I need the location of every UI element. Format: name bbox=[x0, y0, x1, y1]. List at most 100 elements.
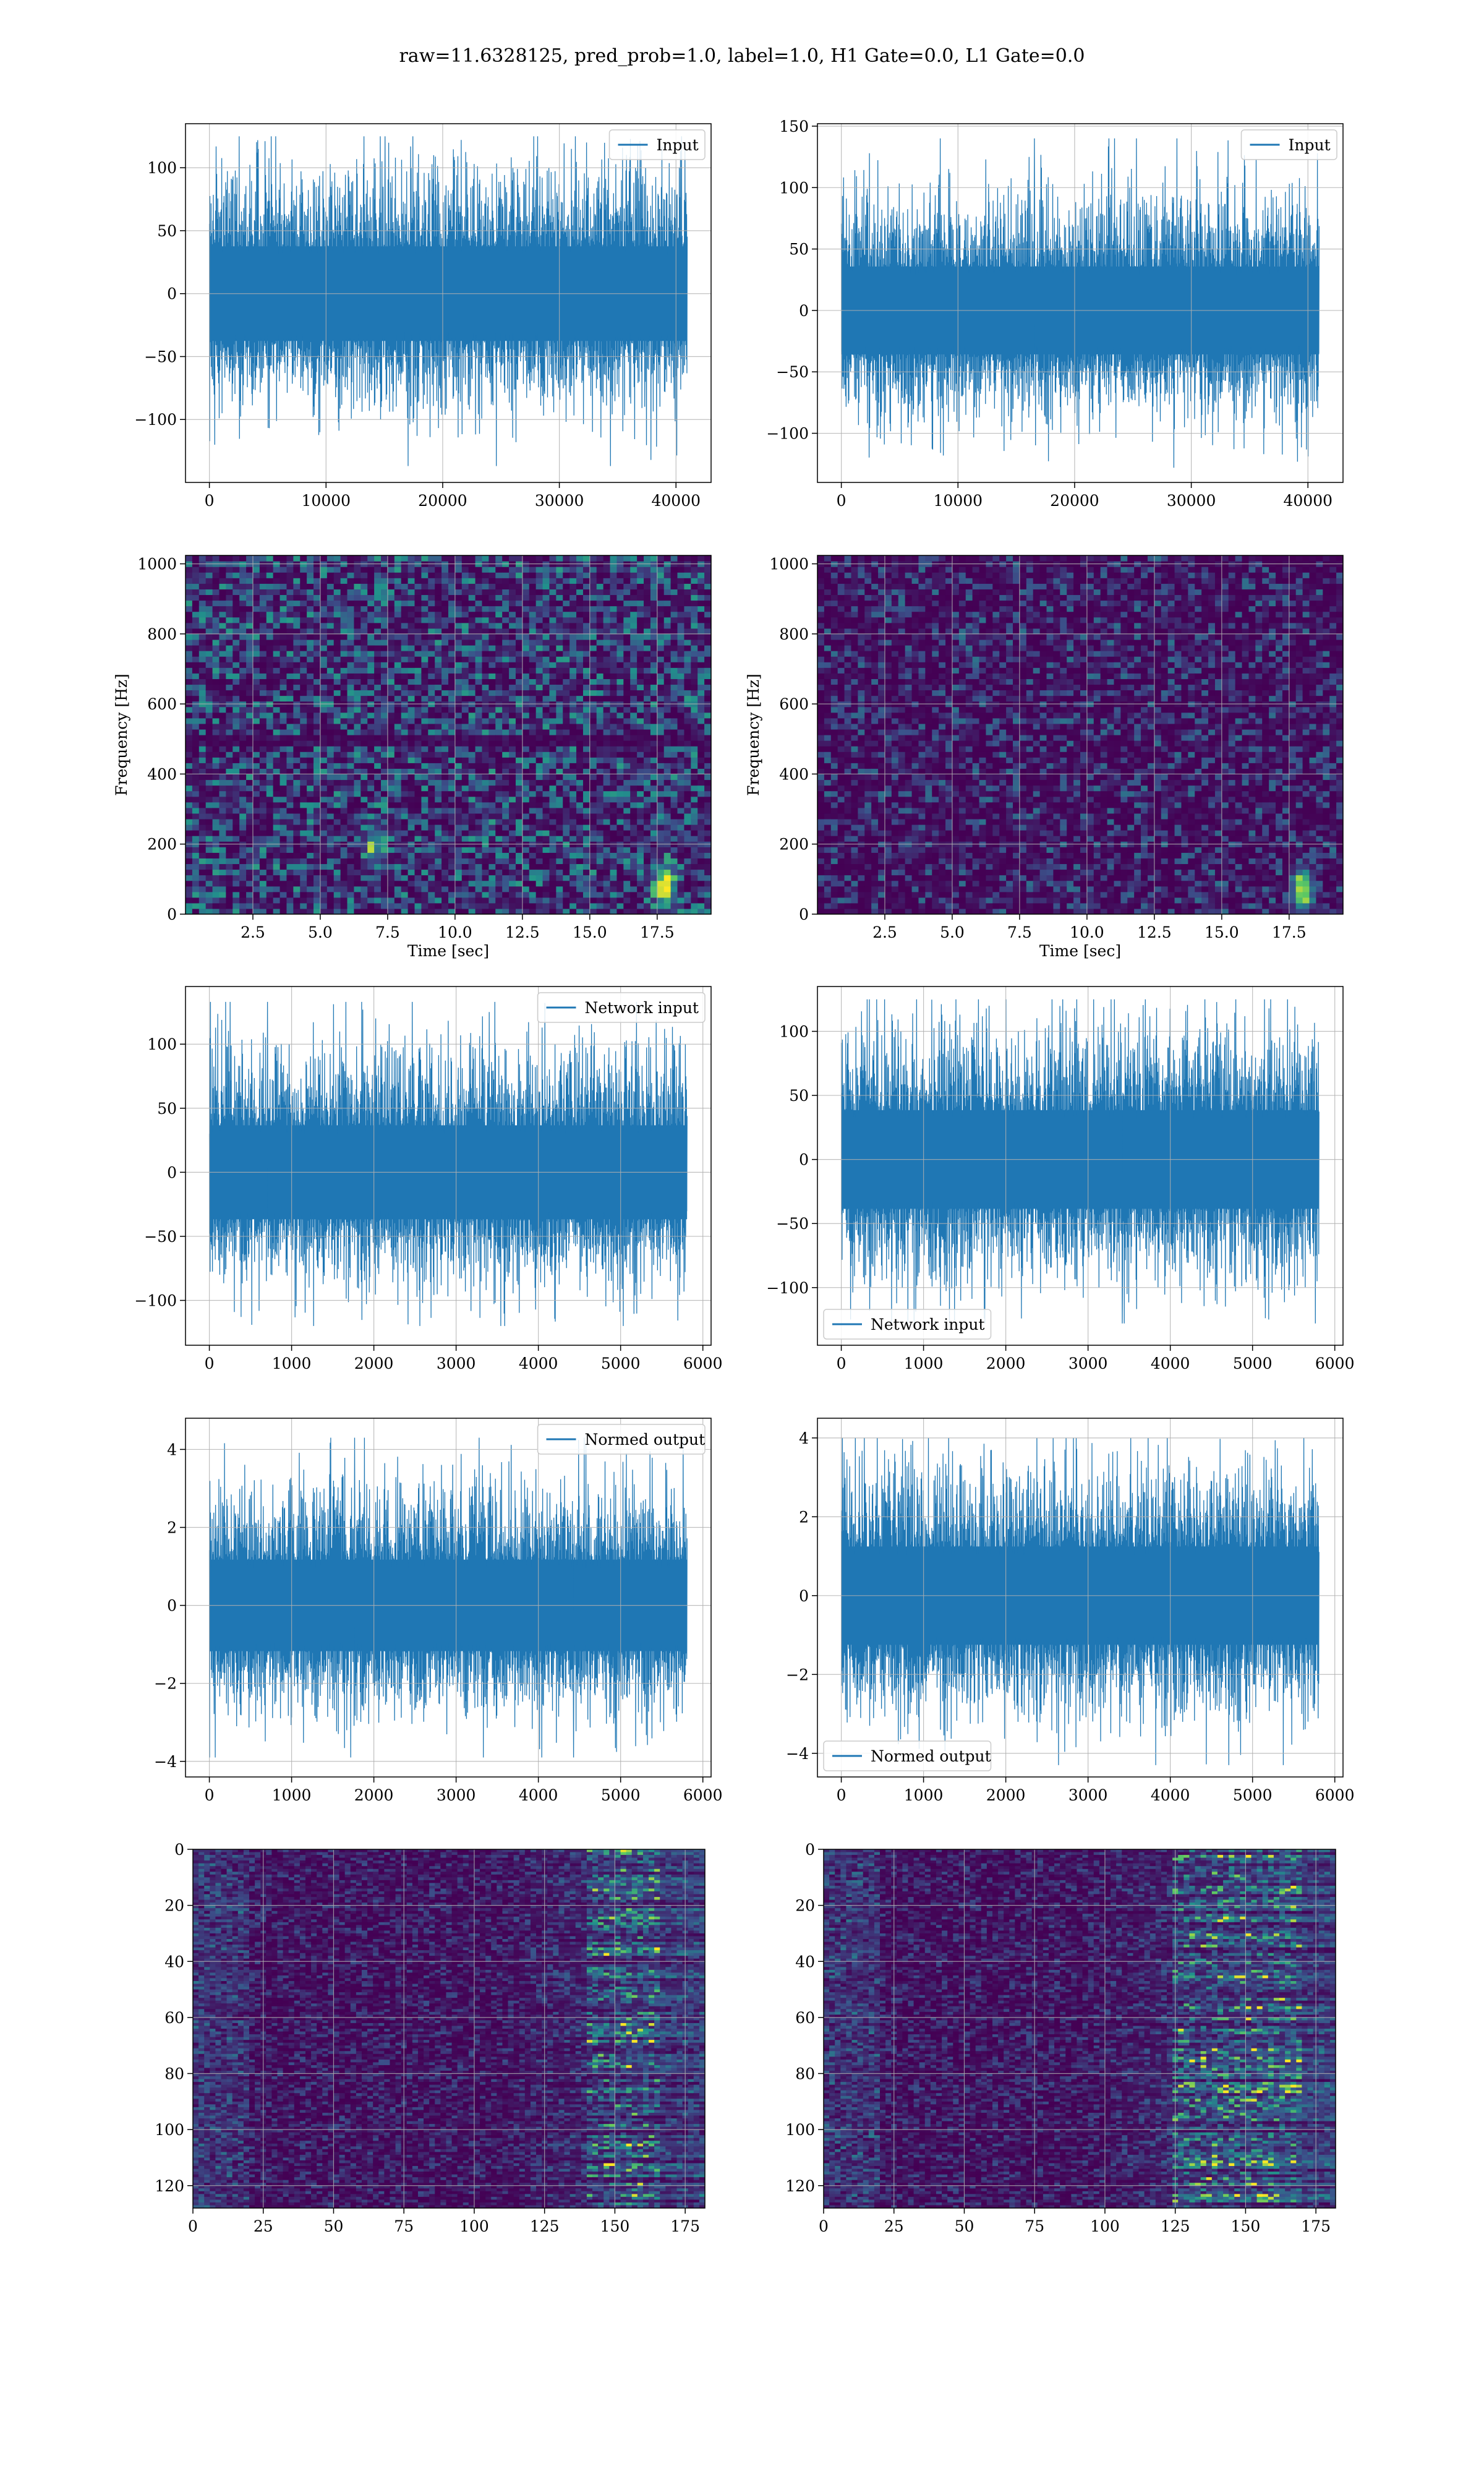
network-input-l1-xtick-label: 3000 bbox=[1068, 1355, 1108, 1372]
spectrogram-l1-xtick-label: 2.5 bbox=[872, 923, 897, 941]
spectrogram-l1-ytick-label: 800 bbox=[779, 625, 809, 643]
normed-output-l1-xtick-label: 0 bbox=[837, 1786, 846, 1804]
input-h1-xtick-label: 0 bbox=[205, 492, 215, 510]
feature-map-h1-xtick-label: 150 bbox=[600, 2217, 630, 2235]
network-input-h1-xtick-label: 2000 bbox=[354, 1355, 394, 1372]
feature-map-h1-xtick-label: 0 bbox=[188, 2217, 198, 2235]
normed-output-h1-axes-frame bbox=[185, 1418, 712, 1778]
input-l1-series-line bbox=[840, 138, 1320, 468]
spectrogram-l1-plot-area bbox=[817, 555, 1343, 914]
normed-output-h1-grid bbox=[186, 1418, 711, 1777]
network-input-h1-xtick-label: 1000 bbox=[272, 1355, 312, 1372]
input-l1-xtick-label: 10000 bbox=[934, 492, 983, 510]
spectrogram-h1-xlabel: Time [sec] bbox=[407, 942, 489, 960]
network-input-h1-xtick-label: 0 bbox=[205, 1355, 215, 1372]
normed-output-h1-xtick-label: 1000 bbox=[272, 1786, 312, 1804]
spectrogram-h1-plot-area bbox=[186, 555, 711, 914]
feature-map-h1-panel: 0 25 50 75 100 125 150 175 0 20 40 60 80 100 120 bbox=[155, 1841, 706, 2235]
input-h1-series-line bbox=[208, 136, 688, 466]
spectrogram-l1-xlabel: Time [sec] bbox=[1039, 942, 1121, 960]
spectrogram-l1-ytick-label: 200 bbox=[779, 836, 809, 854]
network-input-h1-grid bbox=[186, 987, 711, 1345]
input-l1-xtick-label: 40000 bbox=[1283, 492, 1333, 510]
network-input-h1-plot-area bbox=[208, 1001, 688, 1326]
network-input-l1-xtick-label: 1000 bbox=[904, 1355, 944, 1372]
spectrogram-h1-ytick-label: 600 bbox=[147, 695, 177, 713]
normed-output-l1-legend: Normed output bbox=[823, 1740, 992, 1771]
network-input-h1-xtick-label: 3000 bbox=[437, 1355, 476, 1372]
spectrogram-l1-ytick-label: 400 bbox=[779, 765, 809, 783]
normed-output-l1-ytick-label: 0 bbox=[799, 1587, 809, 1605]
input-h1-ytick-label: 0 bbox=[167, 285, 177, 303]
network-input-l1-ytick-label: −100 bbox=[766, 1279, 809, 1297]
spectrogram-h1-xtick-label: 2.5 bbox=[241, 923, 265, 941]
network-input-l1-xtick-label: 4000 bbox=[1151, 1355, 1190, 1372]
normed-output-l1-xtick-label: 1000 bbox=[904, 1786, 944, 1804]
input-h1-panel: 0 10000 20000 30000 40000 −100 −50 0 50 100 Input bbox=[134, 123, 712, 510]
feature-map-l1-ytick-label: 0 bbox=[805, 1841, 815, 1859]
input-l1-ytick-label: 50 bbox=[789, 241, 809, 259]
input-l1-ytick-label: −100 bbox=[766, 425, 809, 443]
spectrogram-l1-cells bbox=[817, 555, 1343, 914]
feature-map-l1-ticks: 0 25 50 75 100 125 150 175 0 20 40 60 80 100 120 bbox=[785, 1841, 1331, 2235]
normed-output-h1-ytick-label: −2 bbox=[154, 1675, 177, 1693]
network-input-h1-panel: 0 1000 2000 3000 4000 5000 6000 −100 −50 0 50 100 Ne… bbox=[134, 986, 723, 1372]
feature-map-l1-cells bbox=[824, 1849, 1336, 2208]
feature-map-l1-xtick-label: 125 bbox=[1161, 2217, 1190, 2235]
spectrogram-h1-xtick-label: 5.0 bbox=[308, 923, 333, 941]
spectrogram-l1-grid bbox=[817, 555, 1343, 915]
network-input-l1-ytick-label: −50 bbox=[776, 1215, 809, 1233]
feature-map-l1-ytick-label: 80 bbox=[795, 2065, 815, 2083]
spectrogram-l1-axes-frame bbox=[817, 555, 1344, 915]
feature-map-h1-xtick-label: 50 bbox=[324, 2217, 344, 2235]
network-input-l1-legend: Network input bbox=[823, 1309, 992, 1340]
normed-output-l1-xtick-label: 2000 bbox=[986, 1786, 1026, 1804]
network-input-l1-axes-frame bbox=[817, 986, 1344, 1346]
network-input-h1-ytick-label: 100 bbox=[147, 1035, 177, 1053]
spectrogram-l1-ylabel: Frequency [Hz] bbox=[744, 674, 762, 796]
network-input-l1-panel: 0 1000 2000 3000 4000 5000 6000 −100 −50 0 50 100 Ne… bbox=[766, 986, 1355, 1372]
spectrogram-l1-xtick-label: 5.0 bbox=[940, 923, 965, 941]
input-l1-grid bbox=[817, 124, 1343, 482]
input-l1-panel: 0 10000 20000 30000 40000 −100 −50 0 50 100 150 Inp… bbox=[766, 118, 1344, 510]
spectrogram-h1-ytick-label: 800 bbox=[147, 625, 177, 643]
feature-map-h1-xtick-label: 175 bbox=[670, 2217, 700, 2235]
network-input-h1-ytick-label: 50 bbox=[157, 1100, 177, 1118]
spectrogram-h1-ytick-label: 200 bbox=[147, 836, 177, 854]
spectrogram-l1-ticks: 2.5 5.0 7.5 10.0 12.5 15.0 17.5 0 200 400 600 800 10… bbox=[769, 555, 1306, 941]
normed-output-h1-xtick-label: 0 bbox=[205, 1786, 215, 1804]
input-h1-legend-label: Input bbox=[657, 136, 699, 154]
input-l1-xtick-label: 20000 bbox=[1050, 492, 1099, 510]
spectrogram-h1-ytick-label: 1000 bbox=[137, 555, 177, 573]
feature-map-h1-cells bbox=[193, 1849, 705, 2208]
normed-output-l1-xtick-label: 5000 bbox=[1233, 1786, 1273, 1804]
normed-output-l1-xtick-label: 3000 bbox=[1068, 1786, 1108, 1804]
input-h1-ytick-label: 100 bbox=[147, 159, 177, 177]
input-h1-axes-frame bbox=[185, 123, 712, 483]
normed-output-l1-series-line bbox=[840, 1437, 1320, 1765]
spectrogram-h1-xtick-label: 12.5 bbox=[505, 923, 540, 941]
network-input-h1-legend-label: Network input bbox=[585, 999, 699, 1017]
feature-map-h1-ytick-label: 60 bbox=[164, 2009, 184, 2027]
feature-map-h1-xtick-label: 25 bbox=[254, 2217, 273, 2235]
feature-map-h1-xtick-label: 75 bbox=[394, 2217, 414, 2235]
network-input-l1-legend-label: Network input bbox=[871, 1316, 984, 1333]
normed-output-l1-grid bbox=[817, 1418, 1343, 1777]
spectrogram-l1-xtick-label: 12.5 bbox=[1137, 923, 1172, 941]
input-h1-ytick-label: 50 bbox=[157, 222, 177, 240]
network-input-l1-ytick-label: 100 bbox=[779, 1023, 809, 1041]
spectrogram-h1-ylabel: Frequency [Hz] bbox=[113, 674, 130, 796]
input-l1-xtick-label: 0 bbox=[837, 492, 846, 510]
feature-map-h1-axes-frame bbox=[192, 1849, 706, 2209]
input-h1-plot-area bbox=[208, 136, 688, 466]
network-input-h1-legend: Network input bbox=[537, 992, 706, 1023]
network-input-l1-xtick-label: 5000 bbox=[1233, 1355, 1273, 1372]
spectrogram-l1-xtick-label: 10.0 bbox=[1070, 923, 1104, 941]
normed-output-l1-axes-frame bbox=[817, 1418, 1344, 1778]
normed-output-h1-ytick-label: 4 bbox=[167, 1440, 177, 1458]
normed-output-h1-legend: Normed output bbox=[537, 1424, 706, 1455]
network-input-l1-xtick-label: 6000 bbox=[1315, 1355, 1355, 1372]
feature-map-h1-xtick-label: 125 bbox=[530, 2217, 560, 2235]
input-l1-ytick-label: 100 bbox=[779, 179, 809, 197]
